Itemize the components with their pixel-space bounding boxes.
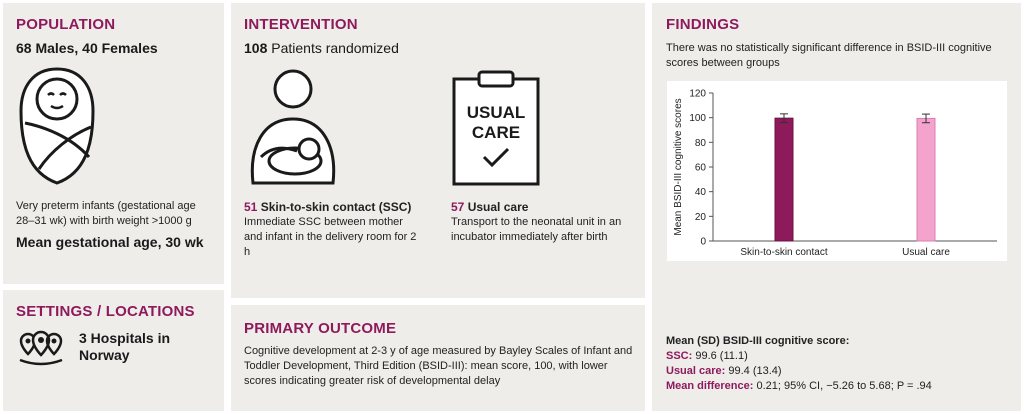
y-tick-label: 100 [689,113,706,124]
primary-outcome-panel: PRIMARY OUTCOME Cognitive development at… [231,305,645,411]
ssc-title: 51 Skin-to-skin contact (SSC) [244,200,411,215]
mother-holding-infant-icon [250,69,336,185]
bar-usual-care [916,117,936,242]
intervention-heading: INTERVENTION [244,16,358,33]
settings-heading: SETTINGS / LOCATIONS [16,303,195,320]
population-mean-age: Mean gestational age, 30 wk [16,234,204,250]
swaddled-infant-icon [19,67,95,185]
population-description: Very preterm infants (gestational age 28… [16,200,196,227]
clipboard-line1: USUAL [467,103,526,122]
clipboard-line2: CARE [472,123,520,142]
y-tick-label: 0 [700,237,706,248]
y-tick-label: 60 [695,163,707,174]
diff-result-value: 0.21; 95% CI, −5.26 to 5.68; P = .94 [756,380,932,392]
findings-summary: There was no statistically significant d… [666,42,992,69]
population-panel: POPULATION 68 Males, 40 Females Very pre… [3,3,224,284]
x-category-label: Skin-to-skin contact [740,247,827,258]
ssc-description: Immediate SSC between mother and infant … [244,216,417,258]
intervention-randomized: 108 Patients randomized [244,40,399,56]
usual-description: Transport to the neonatal unit in an inc… [451,216,622,243]
ssc-count: 51 [244,200,258,214]
usual-result: Usual care: 99.4 (13.4) [666,364,782,379]
settings-panel: SETTINGS / LOCATIONS 3 Hospitals in Norw… [3,290,224,411]
primary-outcome-text: Cognitive development at 2-3 y of age me… [244,345,633,387]
y-tick-label: 120 [689,89,706,100]
population-counts: 68 Males, 40 Females [16,40,158,56]
primary-outcome-heading: PRIMARY OUTCOME [244,320,397,337]
usual-result-label: Usual care: [666,365,726,377]
settings-hospitals: 3 Hospitals in Norway [79,330,171,363]
ssc-title-text: Skin-to-skin contact (SSC) [260,200,412,214]
diff-result: Mean difference: 0.21; 95% CI, −5.26 to … [666,379,932,394]
mean-title: Mean (SD) BSID-III cognitive score: [666,335,850,347]
population-heading: POPULATION [16,16,116,33]
y-tick-label: 20 [695,212,707,223]
findings-panel: FINDINGS There was no statistically sign… [652,3,1021,411]
randomized-label: Patients randomized [271,40,399,56]
y-tick-label: 40 [695,187,707,198]
x-category-label: Usual care [902,247,950,258]
chart-container: 0 20 40 60 80 100 120 Mean BSID-III cognitive s… [667,81,1007,261]
ssc-result: SSC: 99.6 (11.1) [666,349,748,364]
ssc-result-label: SSC: [666,350,693,362]
bar-ssc [774,117,794,242]
randomized-count: 108 [244,40,268,56]
diff-result-label: Mean difference: [666,380,754,392]
y-axis-label: Mean BSID-III cognitive scores [673,98,684,235]
ssc-result-value: 99.6 (11.1) [695,350,748,362]
findings-heading: FINDINGS [666,16,740,33]
bar-chart: 0 20 40 60 80 100 120 Mean BSID-III cognitive s… [673,89,997,258]
usual-count: 57 [451,200,465,214]
location-pins-icon [19,330,63,366]
y-tick-label: 80 [695,138,707,149]
usual-title-text: Usual care [467,200,529,214]
clipboard-icon: USUAL CARE [452,70,540,186]
usual-result-value: 99.4 (13.4) [728,365,782,377]
usual-title: 57 Usual care [451,200,528,215]
intervention-panel: INTERVENTION 108 Patients randomized USU… [231,3,645,298]
